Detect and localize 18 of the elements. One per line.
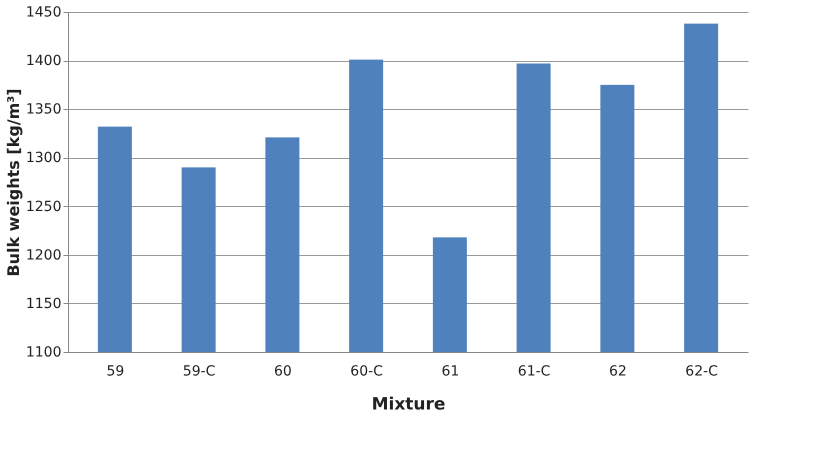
x-tick-label: 61-C [518, 364, 551, 380]
y-axis-title: Bulk weights [kg/m³] [4, 88, 23, 277]
x-tick-label: 59-C [182, 364, 216, 380]
x-tick-label: 62 [608, 364, 627, 380]
x-tick-label: 62-C [685, 364, 718, 380]
y-tick-label: 1300 [26, 150, 62, 166]
y-tick-label: 1400 [26, 53, 62, 70]
y-tick-label: 1350 [26, 102, 62, 118]
x-tick-label: 61 [441, 364, 460, 380]
x-tick-label: 60 [274, 364, 292, 380]
y-tick-label: 1150 [26, 296, 62, 312]
x-tick-label: 59 [106, 364, 124, 380]
y-tick-label: 1200 [26, 247, 62, 264]
y-tick-label: 1100 [26, 344, 62, 360]
x-axis-title: Mixture [372, 394, 446, 414]
x-tick-label: 60-C [350, 364, 384, 380]
y-tick-label: 1450 [26, 4, 62, 20]
y-tick-label: 1250 [26, 198, 62, 215]
